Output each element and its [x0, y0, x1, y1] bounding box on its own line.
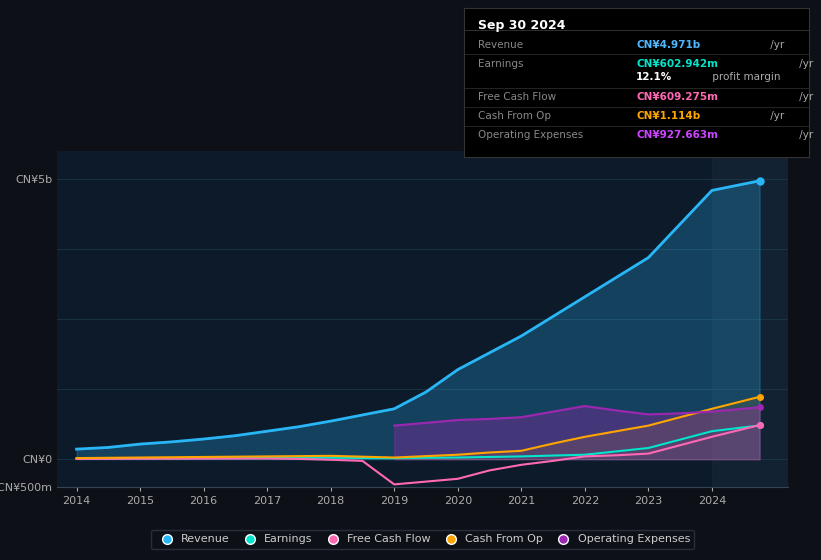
Text: CN¥1.114b: CN¥1.114b — [636, 111, 700, 121]
Text: /yr: /yr — [767, 111, 784, 121]
Legend: Revenue, Earnings, Free Cash Flow, Cash From Op, Operating Expenses: Revenue, Earnings, Free Cash Flow, Cash … — [151, 530, 695, 549]
Text: /yr: /yr — [767, 40, 784, 50]
Text: Cash From Op: Cash From Op — [478, 111, 551, 121]
Text: profit margin: profit margin — [709, 72, 780, 82]
Text: 12.1%: 12.1% — [636, 72, 672, 82]
Text: /yr: /yr — [796, 130, 813, 141]
Text: /yr: /yr — [796, 59, 813, 69]
Text: Operating Expenses: Operating Expenses — [478, 130, 583, 141]
Bar — [712, 151, 795, 487]
Text: Free Cash Flow: Free Cash Flow — [478, 92, 556, 102]
Text: Earnings: Earnings — [478, 59, 523, 69]
Text: CN¥609.275m: CN¥609.275m — [636, 92, 718, 102]
Text: CN¥927.663m: CN¥927.663m — [636, 130, 718, 141]
Text: /yr: /yr — [796, 92, 813, 102]
Text: Sep 30 2024: Sep 30 2024 — [478, 19, 565, 32]
Text: Revenue: Revenue — [478, 40, 523, 50]
Text: CN¥4.971b: CN¥4.971b — [636, 40, 700, 50]
Text: CN¥602.942m: CN¥602.942m — [636, 59, 718, 69]
